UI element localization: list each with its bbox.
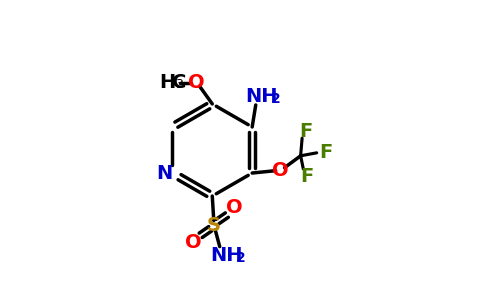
Text: O: O [188, 73, 204, 92]
Text: F: F [299, 122, 312, 141]
Text: O: O [226, 199, 243, 218]
Text: 3: 3 [175, 78, 183, 91]
Text: NH: NH [210, 246, 242, 265]
Text: S: S [207, 216, 221, 235]
Text: N: N [156, 164, 173, 183]
Text: 2: 2 [236, 251, 245, 265]
Text: 2: 2 [271, 92, 281, 106]
Text: O: O [272, 161, 289, 180]
Text: C: C [171, 73, 186, 92]
Text: H: H [159, 73, 175, 92]
Text: F: F [319, 143, 333, 162]
Text: F: F [300, 167, 313, 186]
Text: NH: NH [245, 87, 278, 106]
Text: O: O [184, 233, 201, 252]
